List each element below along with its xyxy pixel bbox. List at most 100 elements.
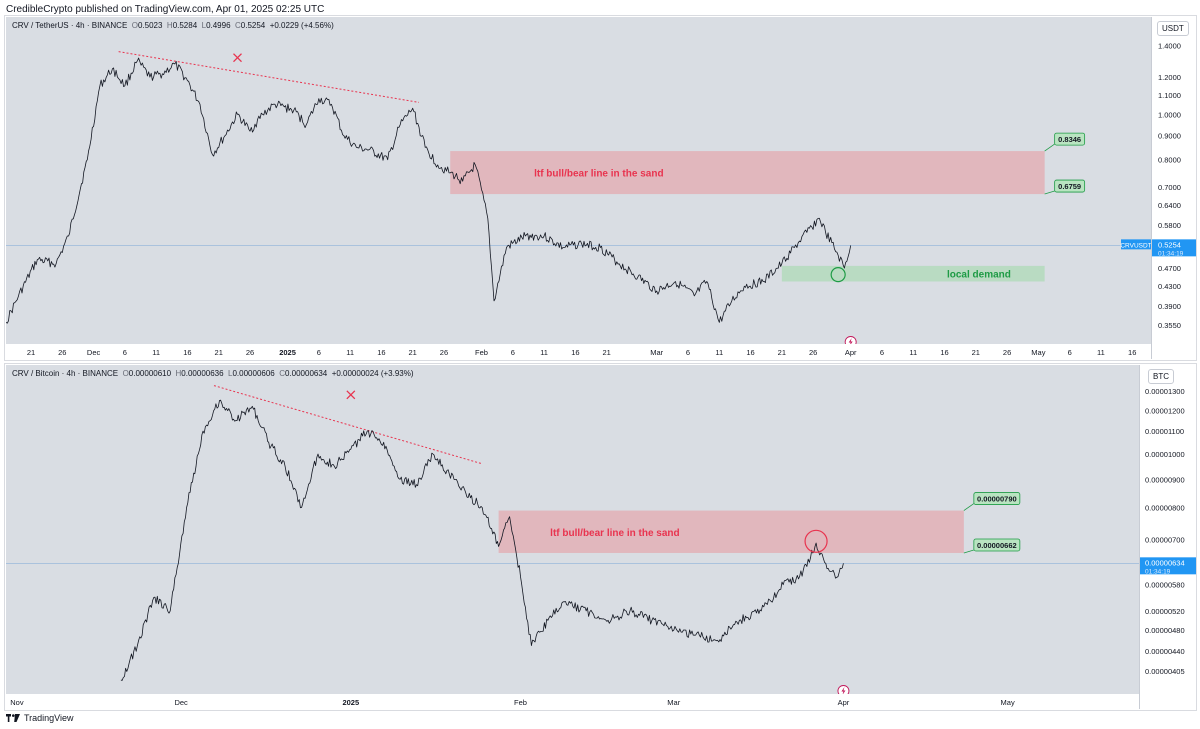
zone-rect-0 — [450, 151, 1045, 195]
zone-label: ltf bull/bear line in the sand — [550, 528, 679, 539]
callout-label: 0.8346 — [1058, 135, 1081, 144]
time-axis-svg[interactable]: Nov Dec 2025 Feb Mar Apr May — [6, 695, 1139, 709]
publisher-line: CredibleCrypto published on TradingView.… — [6, 4, 325, 15]
y-tick-label: 0.00001200 — [1145, 406, 1185, 415]
plot-area[interactable]: ltf bull/bear line in the sand 0.00000790… — [6, 365, 1139, 694]
y-tick-label: 1.2000 — [1158, 73, 1181, 82]
x-tick-label: 6 — [1068, 348, 1072, 357]
x-tick-label: 21 — [409, 348, 417, 357]
x-tick-label: 26 — [246, 348, 254, 357]
price-axis-svg: 1.4000 1.2000 1.1000 1.0000 0.9000 0.8000 0.70… — [1152, 42, 1196, 330]
y-tick-label: 0.3900 — [1158, 302, 1181, 311]
y-tick-label: 1.1000 — [1158, 91, 1181, 100]
y-tick-label: 0.00000800 — [1145, 504, 1185, 513]
x-tick-label: Feb — [475, 348, 488, 357]
x-tick-label: 16 — [183, 348, 191, 357]
callout-box — [973, 538, 1021, 552]
price-chart-svg[interactable]: ltf bull/bear line in the sand 0.00000790… — [6, 365, 1139, 694]
callout-box — [1054, 132, 1086, 146]
ohlc-low: 0.00000606 — [232, 369, 275, 378]
currency-badge[interactable]: BTC — [1148, 369, 1174, 384]
tradingview-footer[interactable]: TradingView — [6, 713, 74, 723]
demand-circle — [830, 267, 846, 283]
x-tick-label: 11 — [1097, 348, 1105, 357]
x-tick-label: 6 — [686, 348, 690, 357]
currency-badge[interactable]: USDT — [1157, 21, 1189, 36]
price-series-line — [6, 57, 852, 324]
ohlc-change: +0.0229 (+4.56%) — [269, 21, 334, 30]
x-tick-label: 16 — [571, 348, 579, 357]
x-tick-label: 11 — [909, 348, 917, 357]
y-tick-label: 0.00000580 — [1145, 581, 1185, 590]
y-tick-label: 0.6400 — [1158, 201, 1181, 210]
price-chart-svg[interactable]: ltf bull/bear line in the sand local dema… — [6, 17, 1151, 344]
x-tick-label: 6 — [511, 348, 515, 357]
ohlc-low: 0.4996 — [206, 21, 231, 30]
zone-label: ltf bull/bear line in the sand — [534, 169, 663, 180]
time-axis-svg[interactable]: 21 26 Dec 6 11 16 21 26 2025 6 11 16 21 26 Feb 6 11 16 21 M… — [6, 345, 1151, 359]
ohlc-open: 0.00000610 — [128, 369, 172, 378]
x-tick-label: 2025 — [279, 348, 296, 357]
plot-area[interactable]: ltf bull/bear line in the sand local dema… — [6, 17, 1151, 344]
lightning-icon — [841, 687, 846, 694]
x-tick-label: 11 — [715, 348, 723, 357]
chart-pane-crvbtc[interactable]: ltf bull/bear line in the sand 0.00000790… — [4, 363, 1197, 711]
y-tick-label: 0.5800 — [1158, 221, 1181, 230]
y-tick-label: 0.00000520 — [1145, 607, 1185, 616]
y-tick-label: 0.00001000 — [1145, 450, 1185, 459]
ohlc-open: 0.5023 — [137, 21, 163, 30]
highlight-circle — [804, 529, 828, 553]
x-tick-label: Mar — [667, 698, 680, 707]
x-tick-label: 16 — [940, 348, 948, 357]
price-axis[interactable]: 0.00001300 0.00001200 0.00001100 0.00001000… — [1139, 365, 1196, 709]
x-tick-label: 11 — [346, 348, 354, 357]
symbol-price-tag — [1121, 239, 1151, 250]
x-tick-label: Apr — [838, 698, 850, 707]
y-tick-label: 0.8000 — [1158, 156, 1181, 165]
y-tick-label: 0.4300 — [1158, 282, 1181, 291]
price-axis-svg: 0.00001300 0.00001200 0.00001100 0.00001000… — [1140, 387, 1196, 676]
callout-leader — [963, 549, 974, 554]
x-tick-label: 6 — [123, 348, 127, 357]
x-tick-label: 6 — [317, 348, 321, 357]
last-price-value: 0.00000634 — [1145, 558, 1185, 567]
last-price-value: 0.5254 — [1158, 240, 1181, 249]
zone-rect-1 — [781, 265, 1045, 282]
x-tick-label: 21 — [602, 348, 610, 357]
ohlc-high: 0.5284 — [172, 21, 198, 30]
price-axis[interactable]: 1.4000 1.2000 1.1000 1.0000 0.9000 0.8000 0.70… — [1151, 17, 1196, 359]
y-tick-label: 0.00001300 — [1145, 387, 1185, 396]
y-tick-label: 0.4700 — [1158, 264, 1181, 273]
symbol-label: CRV / TetherUS · 4h · BINANCE — [12, 21, 128, 30]
x-marker-icon — [346, 390, 356, 400]
x-tick-label: 26 — [440, 348, 448, 357]
price-series-line — [120, 399, 844, 681]
x-tick-label: 21 — [27, 348, 35, 357]
callout-label: 0.00000790 — [977, 495, 1017, 504]
ohlc-high: 0.00000636 — [181, 369, 224, 378]
y-tick-label: 0.00001100 — [1145, 427, 1184, 436]
callout-label: 0.6759 — [1058, 182, 1081, 191]
symbol-label: CRV / Bitcoin · 4h · BINANCE — [12, 369, 119, 378]
footer-brand: TradingView — [24, 713, 74, 723]
zone-label: local demand — [947, 270, 1011, 281]
x-tick-label: 16 — [746, 348, 754, 357]
y-tick-label: 0.00000440 — [1145, 647, 1185, 656]
y-tick-label: 0.00000480 — [1145, 626, 1185, 635]
x-tick-label: 16 — [1128, 348, 1136, 357]
y-tick-label: 0.3550 — [1158, 321, 1181, 330]
callout-label: 0.00000662 — [977, 541, 1017, 550]
tradingview-logo-icon — [6, 714, 20, 722]
x-tick-label: Mar — [650, 348, 663, 357]
callout-leader — [963, 503, 975, 511]
symbol-legend: CRV / Bitcoin · 4h · BINANCE O0.00000610… — [12, 369, 414, 378]
last-price-timer: 01:34:19 — [1158, 250, 1184, 257]
callout-leader — [1044, 190, 1055, 195]
x-tick-label: 26 — [58, 348, 66, 357]
callout-box — [1054, 179, 1086, 193]
chart-pane-crvusdt[interactable]: ltf bull/bear line in the sand local dema… — [4, 15, 1197, 361]
x-tick-label: 21 — [972, 348, 980, 357]
symbol-price-tag-label: CRVUSDT — [1120, 242, 1151, 249]
x-tick-label: Dec — [87, 348, 101, 357]
y-tick-label: 0.7000 — [1158, 183, 1181, 192]
